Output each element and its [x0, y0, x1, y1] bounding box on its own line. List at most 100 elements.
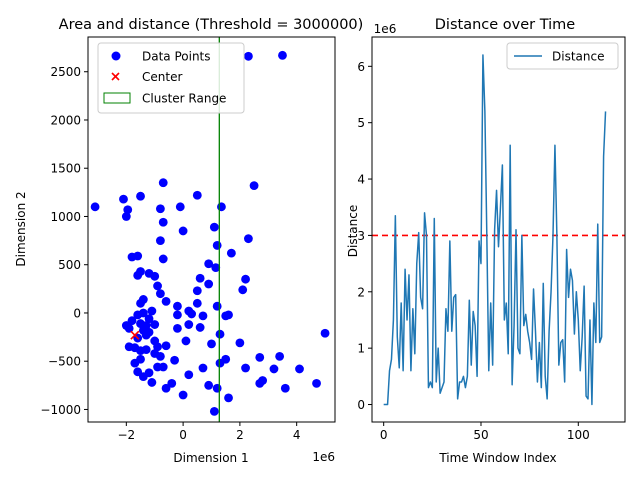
legend-marker-cluster-range — [103, 92, 131, 104]
scatter-point — [198, 311, 208, 321]
scatter-point — [173, 324, 182, 333]
y-tick-label: 1500 — [50, 162, 81, 176]
scatter-y-ticks: −1000 −500 0 500 1000 1500 2000 2500 — [40, 65, 88, 417]
scatter-point — [124, 324, 134, 333]
scatter-point — [133, 270, 143, 280]
scatter-point — [90, 202, 100, 212]
scatter-point — [167, 379, 177, 388]
scatter-point — [136, 354, 145, 364]
legend-marker-center — [111, 72, 120, 81]
scatter-point — [215, 358, 225, 368]
scatter-point — [178, 226, 188, 236]
legend-label-cluster-range: Cluster Range — [142, 92, 226, 106]
center-marker-stroke — [130, 330, 140, 340]
scatter-point — [150, 271, 160, 281]
scatter-point — [249, 181, 259, 190]
scatter-point — [192, 190, 202, 200]
x-tick-label: 50 — [473, 428, 488, 442]
scatter-point — [158, 217, 168, 227]
scatter-point — [150, 320, 160, 329]
scatter-point — [184, 370, 194, 380]
line-title: Distance over Time — [435, 17, 576, 33]
scatter-point — [158, 362, 168, 372]
scatter-legend: Data Points Center Cluster Range — [97, 42, 245, 114]
scatter-point — [133, 251, 143, 261]
line-x-ticks: 0 50 100 — [380, 422, 590, 442]
y-tick-label: 2 — [357, 285, 365, 299]
scatter-point — [147, 306, 157, 316]
scatter-x-scale-label: 1e6 — [312, 450, 335, 464]
scatter-axes-frame — [87, 36, 336, 423]
scatter-point — [204, 380, 214, 390]
scatter-ylabel: Dimension 2 — [14, 191, 28, 266]
scatter-point — [181, 336, 191, 346]
scatter-point — [187, 309, 197, 319]
scatter-point — [155, 204, 165, 214]
scatter-point — [212, 301, 222, 311]
scatter-x-ticks: −2 0 2 4 — [117, 422, 300, 442]
scatter-point — [215, 329, 225, 339]
scatter-point — [244, 234, 253, 244]
line-legend: Distance — [506, 42, 619, 70]
legend-label-distance: Distance — [552, 50, 604, 64]
scatter-point — [133, 367, 143, 377]
y-tick-label: 4 — [357, 173, 365, 187]
legend-label-center: Center — [142, 70, 182, 84]
line-chart: Distance over Time 0 50 100 0 1 2 3 4 5 6 1e6 Ti… — [346, 17, 626, 465]
x-tick-label: −2 — [117, 428, 135, 442]
scatter-point — [204, 279, 214, 289]
scatter-point — [255, 352, 265, 362]
scatter-point — [212, 241, 222, 250]
scatter-point — [173, 301, 182, 311]
distance-series-line — [383, 54, 607, 406]
scatter-point — [173, 310, 182, 320]
scatter-point — [241, 363, 250, 373]
scatter-point — [195, 273, 205, 283]
scatter-point — [238, 285, 248, 295]
y-tick-label: 0 — [357, 398, 365, 412]
scatter-point — [224, 310, 233, 320]
x-tick-label: 4 — [293, 428, 301, 442]
y-tick-label: 500 — [58, 258, 81, 272]
y-tick-label: 5 — [357, 116, 365, 130]
x-tick-label: 0 — [380, 428, 388, 442]
scatter-point — [275, 351, 285, 361]
scatter-point — [192, 298, 202, 308]
scatter-point — [127, 316, 137, 326]
scatter-point — [192, 286, 202, 296]
scatter-point — [123, 205, 133, 215]
legend-label-data-points: Data Points — [142, 50, 211, 64]
scatter-point — [158, 178, 168, 188]
scatter-point — [278, 50, 287, 60]
scatter-points — [90, 50, 330, 416]
scatter-point — [280, 383, 290, 393]
scatter-point — [295, 364, 304, 374]
line-axes-frame — [371, 36, 626, 423]
scatter-point — [312, 379, 321, 388]
scatter-point — [138, 308, 148, 318]
scatter-legend-box — [97, 42, 245, 114]
scatter-point — [209, 222, 219, 232]
y-tick-label: 2000 — [50, 113, 81, 127]
scatter-chart: Area and distance (Threshold = 3000000) … — [14, 17, 363, 465]
scatter-point — [150, 336, 160, 346]
y-tick-label: −500 — [48, 355, 81, 369]
scatter-point — [155, 289, 165, 299]
scatter-point — [121, 212, 131, 221]
scatter-point — [211, 263, 221, 273]
scatter-point — [158, 254, 168, 264]
line-ylabel: Distance — [346, 205, 360, 257]
y-tick-label: 0 — [73, 306, 81, 320]
line-xlabel: Time Window Index — [438, 451, 556, 465]
line-y-ticks: 0 1 2 3 4 5 6 — [357, 60, 372, 412]
scatter-point — [204, 259, 214, 269]
line-y-scale-label: 1e6 — [374, 22, 397, 36]
scatter-point — [144, 314, 154, 324]
scatter-point — [155, 236, 165, 245]
scatter-point — [241, 274, 250, 284]
scatter-point — [147, 378, 157, 387]
scatter-point — [161, 341, 171, 351]
scatter-point — [153, 281, 162, 291]
